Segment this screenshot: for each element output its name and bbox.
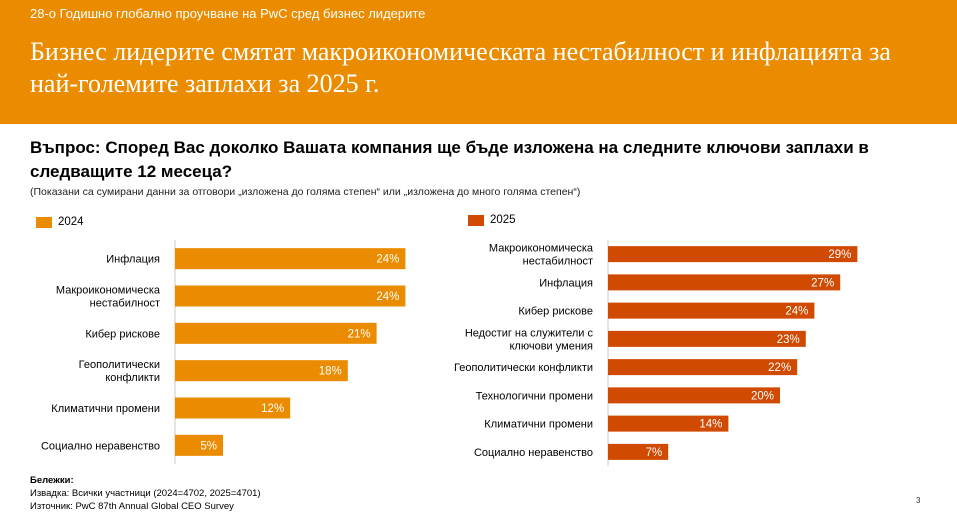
legend-swatch-2024 (36, 216, 52, 228)
bar-2024-5 (175, 434, 223, 456)
bar-2024-0 (175, 248, 406, 270)
category-label-2024-2-0: Кибер рискове (85, 328, 160, 340)
bar-2024-2 (175, 322, 377, 344)
category-label-2025-7-0: Социално неравенство (474, 447, 593, 459)
category-label-2025-0-1: нестабилност (523, 256, 593, 268)
source-note: Източник: PwC 87th Annual Global CEO Sur… (30, 501, 234, 512)
category-label-2025-4-0: Геополитически конфликти (454, 362, 593, 374)
bar-2025-7 (608, 443, 669, 460)
notes-heading: Бележки: (30, 475, 74, 486)
value-label-2025-0: 29% (828, 249, 851, 261)
bar-2025-5 (608, 387, 780, 404)
value-label-2025-5: 20% (751, 390, 774, 402)
category-label-2025-5-0: Технологични промени (476, 390, 593, 402)
survey-eyebrow: 28-о Годишно глобално проучване на PwC с… (30, 6, 426, 21)
value-label-2024-3: 18% (319, 366, 342, 378)
legend-label-2024: 2024 (58, 216, 84, 228)
category-label-2025-3-1: ключови умения (510, 340, 594, 352)
value-label-2024-4: 12% (261, 403, 284, 415)
legend-2024: 2024 (36, 216, 84, 228)
category-label-2024-1-1: нестабилност (90, 298, 160, 310)
category-label-2024-4-0: Климатични промени (51, 403, 160, 415)
bar-2024-4 (175, 397, 291, 419)
value-label-2024-5: 5% (200, 440, 217, 452)
page-headline: Бизнес лидерите смятат макроикономическа… (30, 37, 891, 98)
value-label-2025-3: 23% (777, 334, 800, 346)
category-label-2024-1-0: Макроикономическа (56, 285, 161, 297)
value-label-2024-2: 21% (348, 328, 371, 340)
footer-notes: Бележки: Извадка: Всички участници (2024… (30, 474, 261, 513)
category-label-2024-5-0: Социално неравенство (41, 440, 160, 452)
question-note: (Показани са сумирани данни за отговори … (30, 186, 581, 198)
category-label-2025-3-0: Недостиг на служители с (465, 327, 594, 339)
category-label-2025-1-0: Инфлация (539, 277, 593, 289)
survey-question: Въпрос: Според Вас доколко Вашата компан… (30, 138, 869, 181)
category-label-2025-0-0: Макроикономическа (489, 243, 594, 255)
header-banner: 28-о Годишно глобално проучване на PwC с… (0, 0, 957, 124)
legend-swatch-2025 (468, 214, 484, 226)
value-label-2025-1: 27% (811, 277, 834, 289)
category-label-2024-3-1: конфликти (105, 372, 160, 384)
legend-2025: 2025 (468, 214, 516, 226)
value-label-2024-1: 24% (376, 291, 399, 303)
bar-2025-2 (608, 302, 815, 319)
value-label-2025-6: 14% (699, 419, 722, 431)
value-label-2024-0: 24% (376, 254, 399, 266)
bar-2025-1 (608, 274, 841, 291)
bar-2025-0 (608, 246, 858, 263)
bar-2025-3 (608, 330, 806, 347)
bar-2024-3 (175, 360, 348, 382)
category-label-2025-6-0: Климатични промени (484, 419, 593, 431)
bar-2024-1 (175, 285, 406, 307)
category-label-2024-0-0: Инфлация (106, 254, 160, 266)
value-label-2025-4: 22% (768, 362, 791, 374)
category-label-2024-3-0: Геополитически (79, 359, 160, 371)
page-number: 3 (916, 496, 921, 505)
sample-note: Извадка: Всички участници (2024=4702, 20… (30, 488, 261, 499)
value-label-2025-7: 7% (646, 447, 663, 459)
bar-2025-6 (608, 415, 729, 432)
value-label-2025-2: 24% (785, 306, 808, 318)
category-label-2025-2-0: Кибер рискове (518, 306, 593, 318)
legend-label-2025: 2025 (490, 214, 516, 226)
bar-2025-4 (608, 359, 798, 376)
